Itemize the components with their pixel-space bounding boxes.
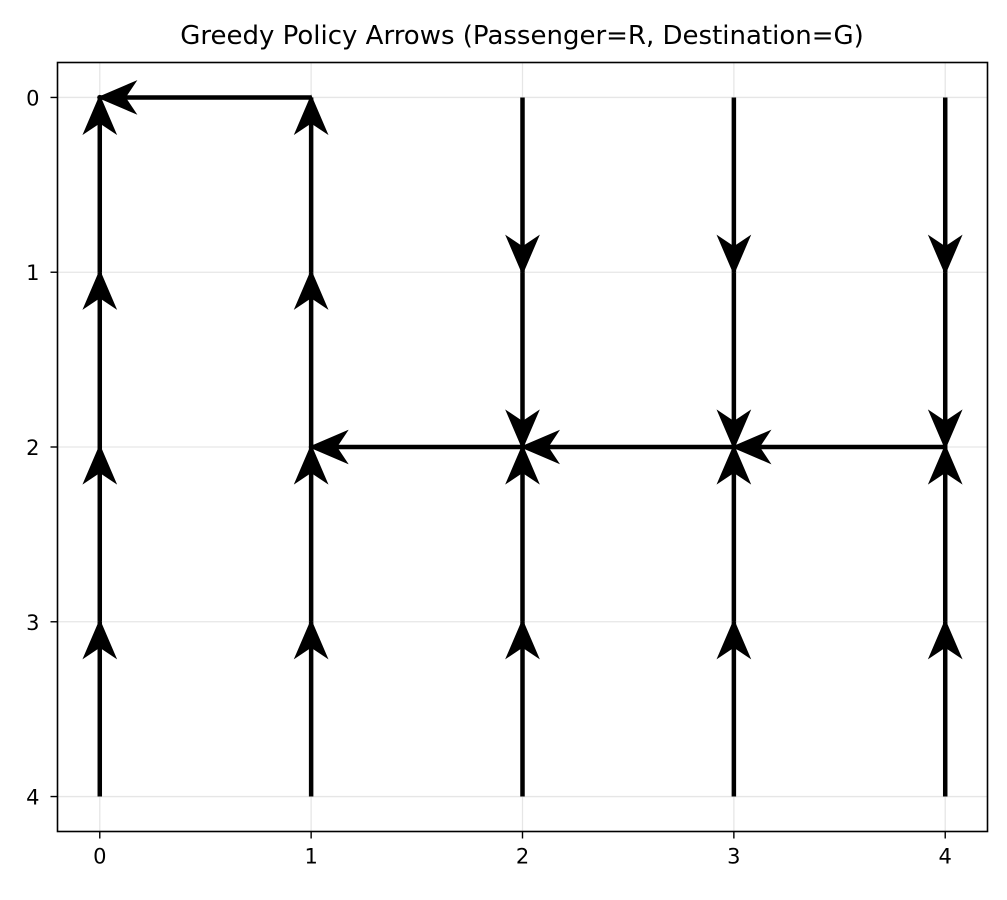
- x-tick-label: 4: [939, 845, 952, 869]
- y-tick-label: 2: [26, 436, 39, 460]
- arrow-layer: [82, 80, 963, 797]
- y-tick-label: 1: [26, 261, 39, 285]
- y-tick-label: 3: [26, 611, 39, 635]
- y-axis-ticks: 0 1 2 3 4: [26, 86, 58, 810]
- y-tick-label: 4: [26, 786, 39, 810]
- y-tick-label: 0: [26, 86, 39, 110]
- x-axis-ticks: 0 1 2 3 4: [93, 831, 952, 869]
- x-tick-label: 1: [304, 845, 317, 869]
- x-tick-label: 3: [727, 845, 740, 869]
- chart-title: Greedy Policy Arrows (Passenger=R, Desti…: [180, 21, 864, 51]
- x-tick-label: 0: [93, 845, 106, 869]
- x-tick-label: 2: [516, 845, 529, 869]
